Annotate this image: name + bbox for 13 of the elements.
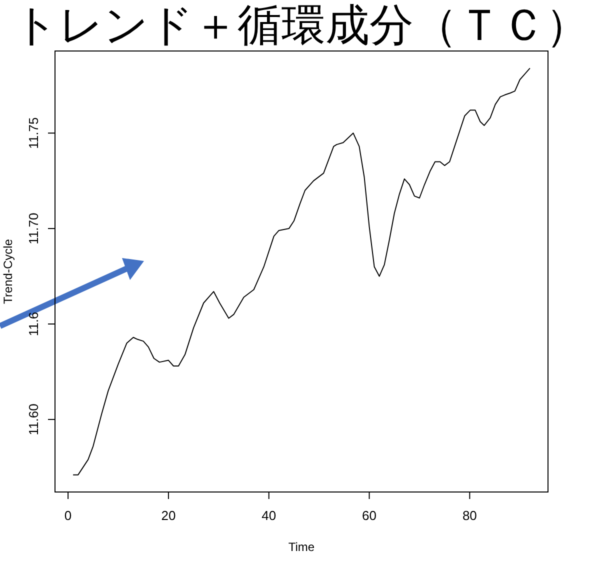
- x-tick-label: 0: [64, 508, 72, 523]
- y-axis-title: Trend-Cycle: [1, 238, 15, 304]
- y-tick-label: 11.6: [26, 312, 41, 336]
- x-tick-label: 60: [362, 508, 377, 523]
- x-tick-label: 80: [462, 508, 477, 523]
- chart-title: トレンド＋循環成分（ＴＣ）: [14, 1, 590, 50]
- y-tick-label: 11.70: [26, 212, 41, 244]
- y-tick-label: 11.60: [26, 404, 41, 436]
- line-series: [72, 68, 530, 476]
- x-axis-title: Time: [288, 540, 315, 554]
- y-tick-label: 11.75: [26, 117, 41, 149]
- x-tick-label: 40: [262, 508, 276, 523]
- x-tick-label: 20: [161, 508, 176, 523]
